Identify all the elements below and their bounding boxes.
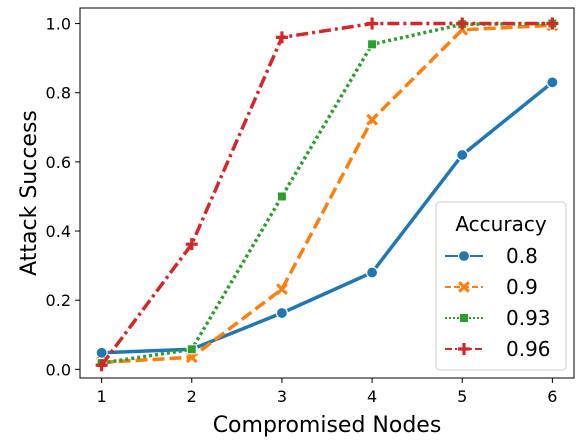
data-point xyxy=(546,76,559,89)
data-point xyxy=(95,359,108,372)
data-point xyxy=(275,283,288,296)
legend-entry: 0.96 xyxy=(445,337,551,361)
x-tick-label: 4 xyxy=(367,387,377,406)
data-point xyxy=(546,17,559,30)
data-point xyxy=(275,306,289,320)
data-point xyxy=(456,17,469,30)
data-point xyxy=(366,17,379,30)
legend: Accuracy 0.8 0.9 0.93 0.96 xyxy=(435,201,567,371)
data-point xyxy=(276,191,287,202)
legend-entries: 0.8 0.9 0.93 0.96 xyxy=(445,244,551,361)
x-axis-label: Compromised Nodes xyxy=(213,413,442,438)
legend-label: 0.9 xyxy=(506,275,538,299)
y-tick-label: 0.2 xyxy=(46,291,71,310)
series-line xyxy=(101,21,553,365)
y-tick-label: 0.4 xyxy=(46,222,71,241)
data-point xyxy=(366,113,379,126)
data-point xyxy=(365,266,379,279)
y-tick-label: 0.6 xyxy=(46,153,71,172)
x-tick-label: 5 xyxy=(457,387,467,406)
legend-marker xyxy=(458,281,470,293)
legend-label: 0.96 xyxy=(506,337,551,361)
y-axis-label: Attack Success xyxy=(17,110,42,276)
x-tick-label: 2 xyxy=(187,387,197,406)
series-0.96 xyxy=(95,17,559,372)
data-point xyxy=(95,346,108,359)
series-line xyxy=(101,80,554,355)
series-line xyxy=(100,21,553,367)
legend-entry: 0.8 xyxy=(445,244,538,268)
x-tick-label: 1 xyxy=(97,387,107,406)
x-tick-label: 6 xyxy=(547,387,557,406)
legend-marker xyxy=(457,249,471,263)
legend-title: Accuracy xyxy=(455,212,546,236)
legend-label: 0.8 xyxy=(506,244,538,268)
legend-entry: 0.93 xyxy=(445,306,551,330)
data-point xyxy=(367,39,378,50)
data-point xyxy=(456,148,469,162)
series-line xyxy=(101,23,553,365)
data-point xyxy=(275,31,288,44)
plot-frame xyxy=(79,7,575,379)
legend-label: 0.93 xyxy=(506,306,551,330)
legend-marker xyxy=(458,343,470,355)
series-layer xyxy=(95,17,559,372)
data-point xyxy=(185,238,198,251)
y-tick-label: 1.0 xyxy=(46,15,71,34)
legend-marker xyxy=(459,313,469,323)
legend-box xyxy=(435,201,567,371)
legend-entry: 0.9 xyxy=(445,275,538,299)
x-tick-label: 3 xyxy=(277,387,287,406)
data-point xyxy=(186,344,197,355)
y-tick-label: 0.0 xyxy=(46,360,71,379)
ticks-layer: 1 2 3 4 5 6 0.0 0.2 0.4 0.6 0.8 1.0 xyxy=(46,15,558,406)
y-tick-label: 0.8 xyxy=(46,84,71,103)
